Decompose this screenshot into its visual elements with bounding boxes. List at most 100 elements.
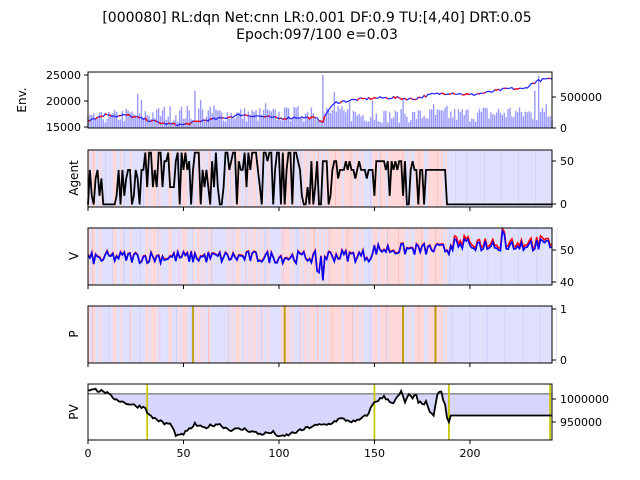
- p-ytick-1: 1: [560, 303, 567, 316]
- p-band: [114, 306, 117, 363]
- v-band: [309, 228, 312, 285]
- agent-band: [324, 150, 327, 207]
- volume-bar: [415, 119, 418, 128]
- p-band: [374, 306, 377, 363]
- p-band: [103, 306, 106, 363]
- volume-bar: [175, 115, 177, 128]
- p-band: [275, 306, 278, 363]
- price-up-segment: [360, 97, 364, 100]
- p-band: [311, 306, 314, 363]
- p-band: [101, 306, 104, 363]
- env-ytick-20000: 20000: [46, 95, 81, 108]
- p-band: [233, 306, 236, 363]
- volume-bar: [369, 117, 372, 128]
- volume-bar: [226, 112, 229, 128]
- volume-bar: [396, 111, 399, 128]
- v-band: [341, 228, 345, 285]
- agent-band: [254, 150, 257, 207]
- agent-yticks: 0 50: [552, 155, 574, 211]
- v-band: [534, 228, 538, 285]
- volume-bar: [89, 114, 91, 128]
- price-up-segment: [385, 96, 389, 100]
- p-band: [109, 306, 112, 363]
- p-band: [403, 306, 406, 363]
- pv-xtick-200: 200: [460, 447, 481, 460]
- volume-bar: [425, 118, 427, 128]
- price-up-segment: [274, 116, 278, 119]
- p-band: [517, 306, 520, 363]
- v-band: [214, 228, 217, 285]
- p-band: [406, 306, 410, 363]
- volume-bar: [262, 109, 265, 128]
- p-band: [511, 306, 515, 363]
- volume-bar: [413, 111, 416, 128]
- p-band: [261, 306, 264, 363]
- p-band: [278, 306, 282, 363]
- volume-bar: [283, 107, 286, 128]
- p-band: [307, 306, 310, 363]
- p-band: [204, 306, 207, 363]
- agent-band: [529, 150, 532, 207]
- p-band: [502, 306, 505, 363]
- v-band: [517, 228, 520, 285]
- p-band: [460, 306, 463, 363]
- v-band: [460, 228, 463, 285]
- p-band: [498, 306, 501, 363]
- p-band: [366, 306, 369, 363]
- agent-band: [238, 150, 242, 207]
- p-band: [452, 306, 455, 363]
- agent-band: [496, 150, 499, 207]
- volume-bar: [234, 118, 236, 128]
- p-band: [353, 306, 356, 363]
- v-band: [389, 228, 392, 285]
- v-band: [374, 228, 377, 285]
- volume-bar: [308, 119, 311, 128]
- volume-bar: [278, 111, 280, 128]
- volume-bar: [436, 109, 439, 128]
- p-band: [464, 306, 467, 363]
- v-frame: [87, 227, 553, 286]
- agent-band: [441, 150, 444, 207]
- volume-bar: [140, 100, 143, 128]
- v-band: [462, 228, 465, 285]
- volume-bar: [476, 112, 479, 128]
- p-band: [343, 306, 347, 363]
- volume-bar: [409, 120, 412, 128]
- volume-bar: [549, 115, 551, 128]
- v-band: [298, 228, 301, 285]
- agent-ytick-0: 0: [560, 198, 567, 211]
- v-band: [466, 228, 469, 285]
- volume-bar: [442, 110, 444, 128]
- p-band: [256, 306, 259, 363]
- agent-band: [488, 150, 492, 207]
- agent-band: [288, 150, 291, 207]
- price-up-segment: [322, 115, 326, 123]
- agent-band: [511, 150, 515, 207]
- agent-band: [143, 150, 146, 207]
- p-band: [399, 306, 402, 363]
- v-band: [110, 228, 114, 285]
- volume-bar: [480, 111, 483, 128]
- p-band: [168, 306, 171, 363]
- price-up-segment: [370, 98, 373, 100]
- volume-bar: [211, 113, 213, 128]
- v-band: [328, 228, 331, 285]
- p-band: [170, 306, 173, 363]
- p-band: [246, 306, 249, 363]
- agent-band: [548, 150, 551, 207]
- v-band: [254, 228, 257, 285]
- agent-band: [391, 150, 394, 207]
- v-band: [473, 228, 476, 285]
- p-band: [462, 306, 465, 363]
- agent-band: [341, 150, 345, 207]
- volume-bar: [264, 103, 267, 128]
- agent-band: [319, 150, 322, 207]
- v-band: [355, 228, 358, 285]
- agent-band: [376, 150, 379, 207]
- agent-band: [414, 150, 417, 207]
- p-band: [319, 306, 322, 363]
- volume-bar: [224, 121, 227, 128]
- p-band: [548, 306, 551, 363]
- volume-bar: [366, 121, 368, 128]
- v-band: [422, 228, 425, 285]
